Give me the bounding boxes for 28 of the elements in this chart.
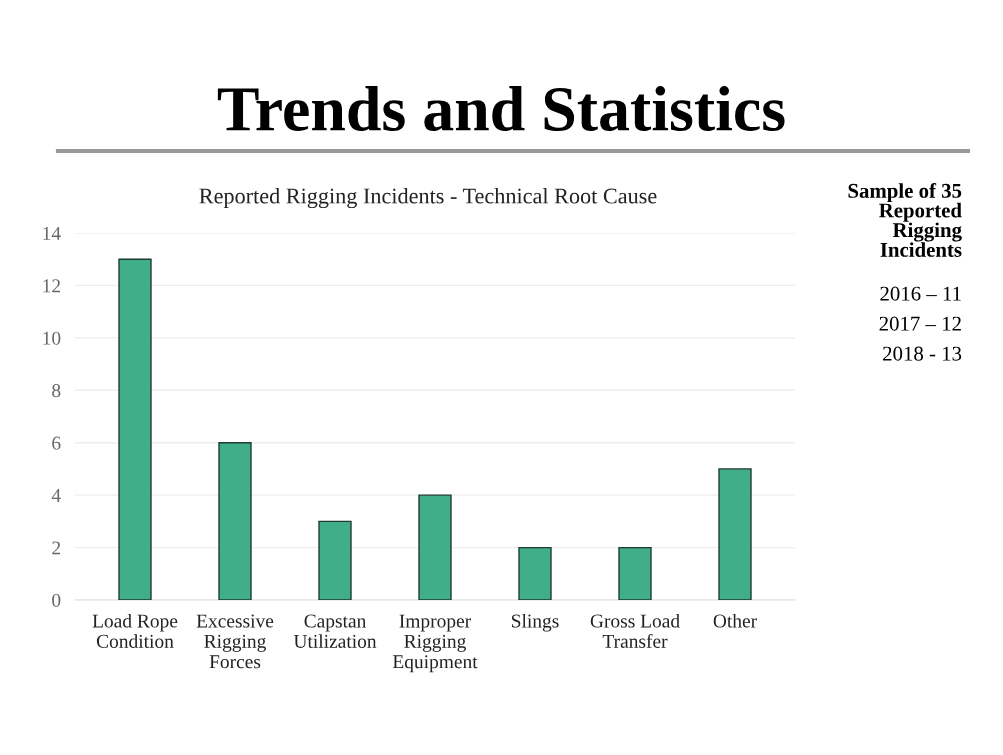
bar	[718, 468, 752, 600]
x-tick-label: Load Rope Condition	[92, 613, 178, 648]
x-tick-label: Other	[713, 613, 757, 628]
x-tick-label: Slings	[511, 613, 559, 632]
text: 2017 – 12	[879, 316, 961, 331]
chart-title: Trends and Statistics	[217, 86, 785, 131]
text: Sample of 35 Reported Rigging Incidents	[848, 183, 962, 257]
x-tick-label: Improper Rigging Equipment	[392, 614, 478, 673]
y-tick-label: 6	[52, 436, 61, 450]
y-tick-label: 14	[43, 226, 61, 240]
y-tick-label: 2	[52, 541, 61, 555]
text: 2018 - 13	[883, 346, 962, 361]
bar	[218, 442, 252, 600]
bar	[318, 520, 352, 600]
y-tick-label: 10	[43, 331, 61, 345]
bar	[118, 258, 152, 600]
x-tick-label: Capstan Utilization	[293, 614, 377, 648]
chart-subtitle: Reported Rigging Incidents - Technical Root Cause	[199, 187, 657, 209]
y-tick-label: 0	[52, 593, 61, 607]
bar	[518, 546, 552, 600]
bar	[618, 546, 652, 600]
y-tick-label: 4	[51, 489, 61, 502]
x-tick-label: Excessive Rigging Forces	[196, 614, 274, 669]
x-tick-label: Gross Load Transfer	[590, 613, 680, 648]
y-tick-label: 12	[43, 279, 61, 293]
y-tick-label: 8	[52, 384, 61, 398]
bar	[418, 494, 452, 600]
text: 2016 – 11	[880, 286, 961, 301]
